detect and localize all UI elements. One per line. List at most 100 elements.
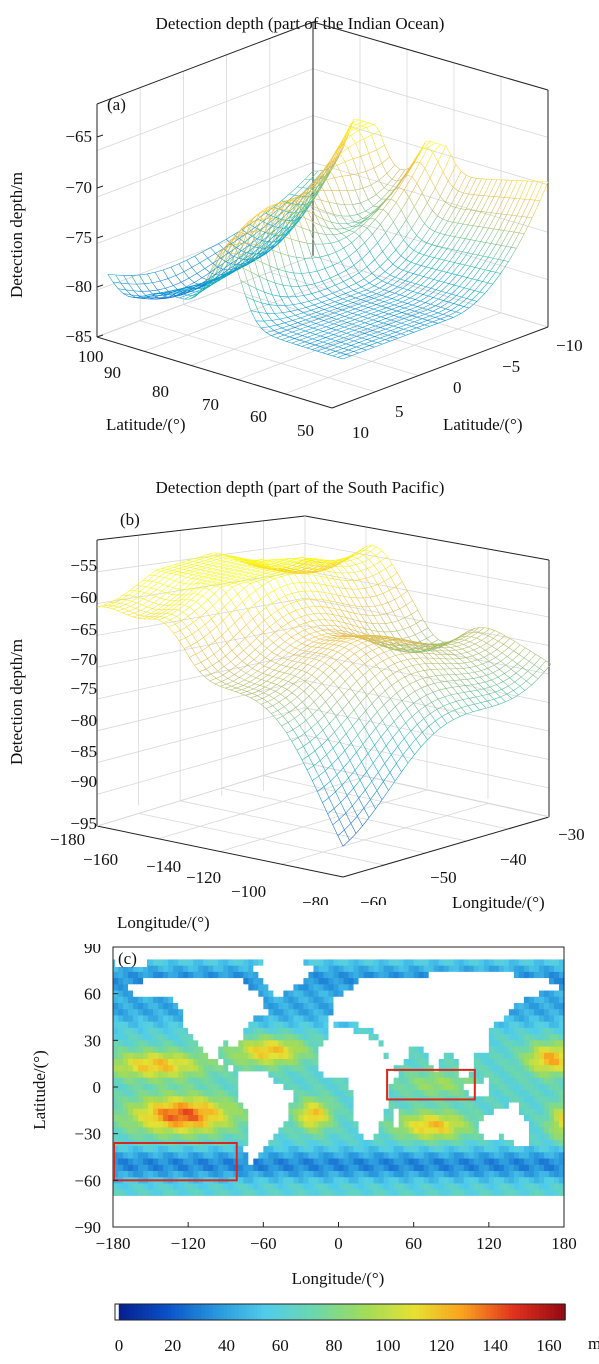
- surface-line: [202, 282, 211, 291]
- surface-line: [305, 319, 311, 322]
- surface-line: [376, 271, 386, 279]
- surface-line: [492, 273, 501, 285]
- surface-line: [301, 669, 307, 673]
- surface-line: [286, 584, 293, 594]
- surface-line: [269, 563, 276, 567]
- surface-line: [422, 619, 429, 628]
- surface-line: [396, 307, 405, 312]
- surface-line: [349, 215, 356, 223]
- surface-line: [212, 568, 218, 571]
- surface-line: [474, 703, 480, 711]
- surface-line: [284, 322, 290, 326]
- surface-line: [427, 317, 436, 321]
- surface-line: [370, 546, 377, 552]
- surface-line: [118, 604, 126, 608]
- surface-line: [374, 745, 380, 755]
- surface-line: [286, 194, 295, 203]
- surface-line: [222, 583, 228, 586]
- surface-line: [458, 642, 464, 645]
- surface-line: [442, 314, 449, 317]
- surface-line: [281, 325, 290, 329]
- surface-line: [351, 222, 361, 227]
- surface-line: [361, 122, 370, 127]
- surface-line: [120, 282, 129, 285]
- surface-line: [168, 600, 176, 606]
- surface-line: [395, 239, 404, 251]
- surface-line: [413, 273, 419, 276]
- surface-line: [369, 282, 375, 287]
- surface-line: [184, 578, 192, 584]
- surface-line: [380, 736, 387, 746]
- surface-line: [219, 599, 225, 607]
- surface-line: [154, 575, 160, 577]
- surface-line: [434, 187, 441, 197]
- surface-line: [460, 193, 469, 209]
- surface-line: [289, 336, 295, 339]
- surface-line: [235, 666, 242, 671]
- surface-line: [472, 253, 478, 256]
- surface-line: [252, 235, 258, 240]
- surface-line: [220, 268, 230, 277]
- surface-line: [389, 286, 398, 292]
- surface-line: [243, 267, 252, 273]
- surface-line: [292, 563, 299, 566]
- surface-line: [253, 256, 262, 262]
- surface-line: [454, 251, 463, 263]
- surface-line: [323, 672, 329, 677]
- surface-line: [309, 340, 318, 344]
- surface-line: [445, 187, 454, 203]
- surface-line: [223, 666, 230, 672]
- surface-line: [310, 170, 319, 180]
- surface-line: [377, 342, 383, 345]
- surface-line: [344, 622, 351, 630]
- surface-line: [168, 626, 175, 634]
- surface-line: [191, 564, 197, 566]
- surface-line: [392, 255, 401, 265]
- surface-line: [285, 565, 293, 568]
- surface-line: [463, 644, 469, 648]
- surface-line: [237, 593, 243, 602]
- surface-line: [145, 608, 153, 613]
- surface-line: [405, 649, 411, 653]
- surface-line: [300, 614, 308, 618]
- surface-line: [322, 243, 329, 256]
- surface-line: [468, 193, 474, 195]
- surface-line: [257, 620, 265, 627]
- surface-line: [448, 650, 455, 655]
- surface-line: [250, 310, 257, 322]
- surface-line: [398, 175, 408, 188]
- surface-line: [272, 250, 279, 270]
- surface-line: [327, 284, 336, 289]
- surface-line: [411, 326, 417, 329]
- surface-line: [307, 210, 316, 216]
- surface-line: [396, 321, 402, 324]
- surface-line: [274, 562, 282, 566]
- surface-line: [271, 318, 280, 321]
- surface-line: [396, 169, 406, 182]
- surface-line: [365, 301, 372, 304]
- surface-line: [132, 614, 140, 618]
- surface-line: [331, 314, 340, 318]
- surface-line: [392, 333, 401, 337]
- surface-line: [141, 600, 149, 606]
- surface-line: [283, 236, 292, 240]
- surface-line: [481, 211, 487, 213]
- surface-line: [332, 352, 341, 357]
- surface-line: [339, 153, 346, 162]
- surface-line: [359, 620, 366, 623]
- grid-line: [96, 597, 306, 636]
- surface-line: [390, 577, 397, 587]
- surface-line: [487, 282, 493, 285]
- surface-line: [225, 685, 232, 689]
- surface-line: [375, 727, 382, 738]
- surface-line: [416, 168, 426, 184]
- surface-line: [368, 307, 374, 310]
- surface-line: [344, 681, 351, 688]
- surface-line: [204, 268, 211, 273]
- surface-line: [350, 823, 357, 834]
- surface-line: [294, 557, 302, 560]
- surface-line: [174, 564, 181, 566]
- surface-line: [343, 345, 352, 349]
- surface-line: [201, 605, 207, 612]
- surface-line: [305, 188, 315, 203]
